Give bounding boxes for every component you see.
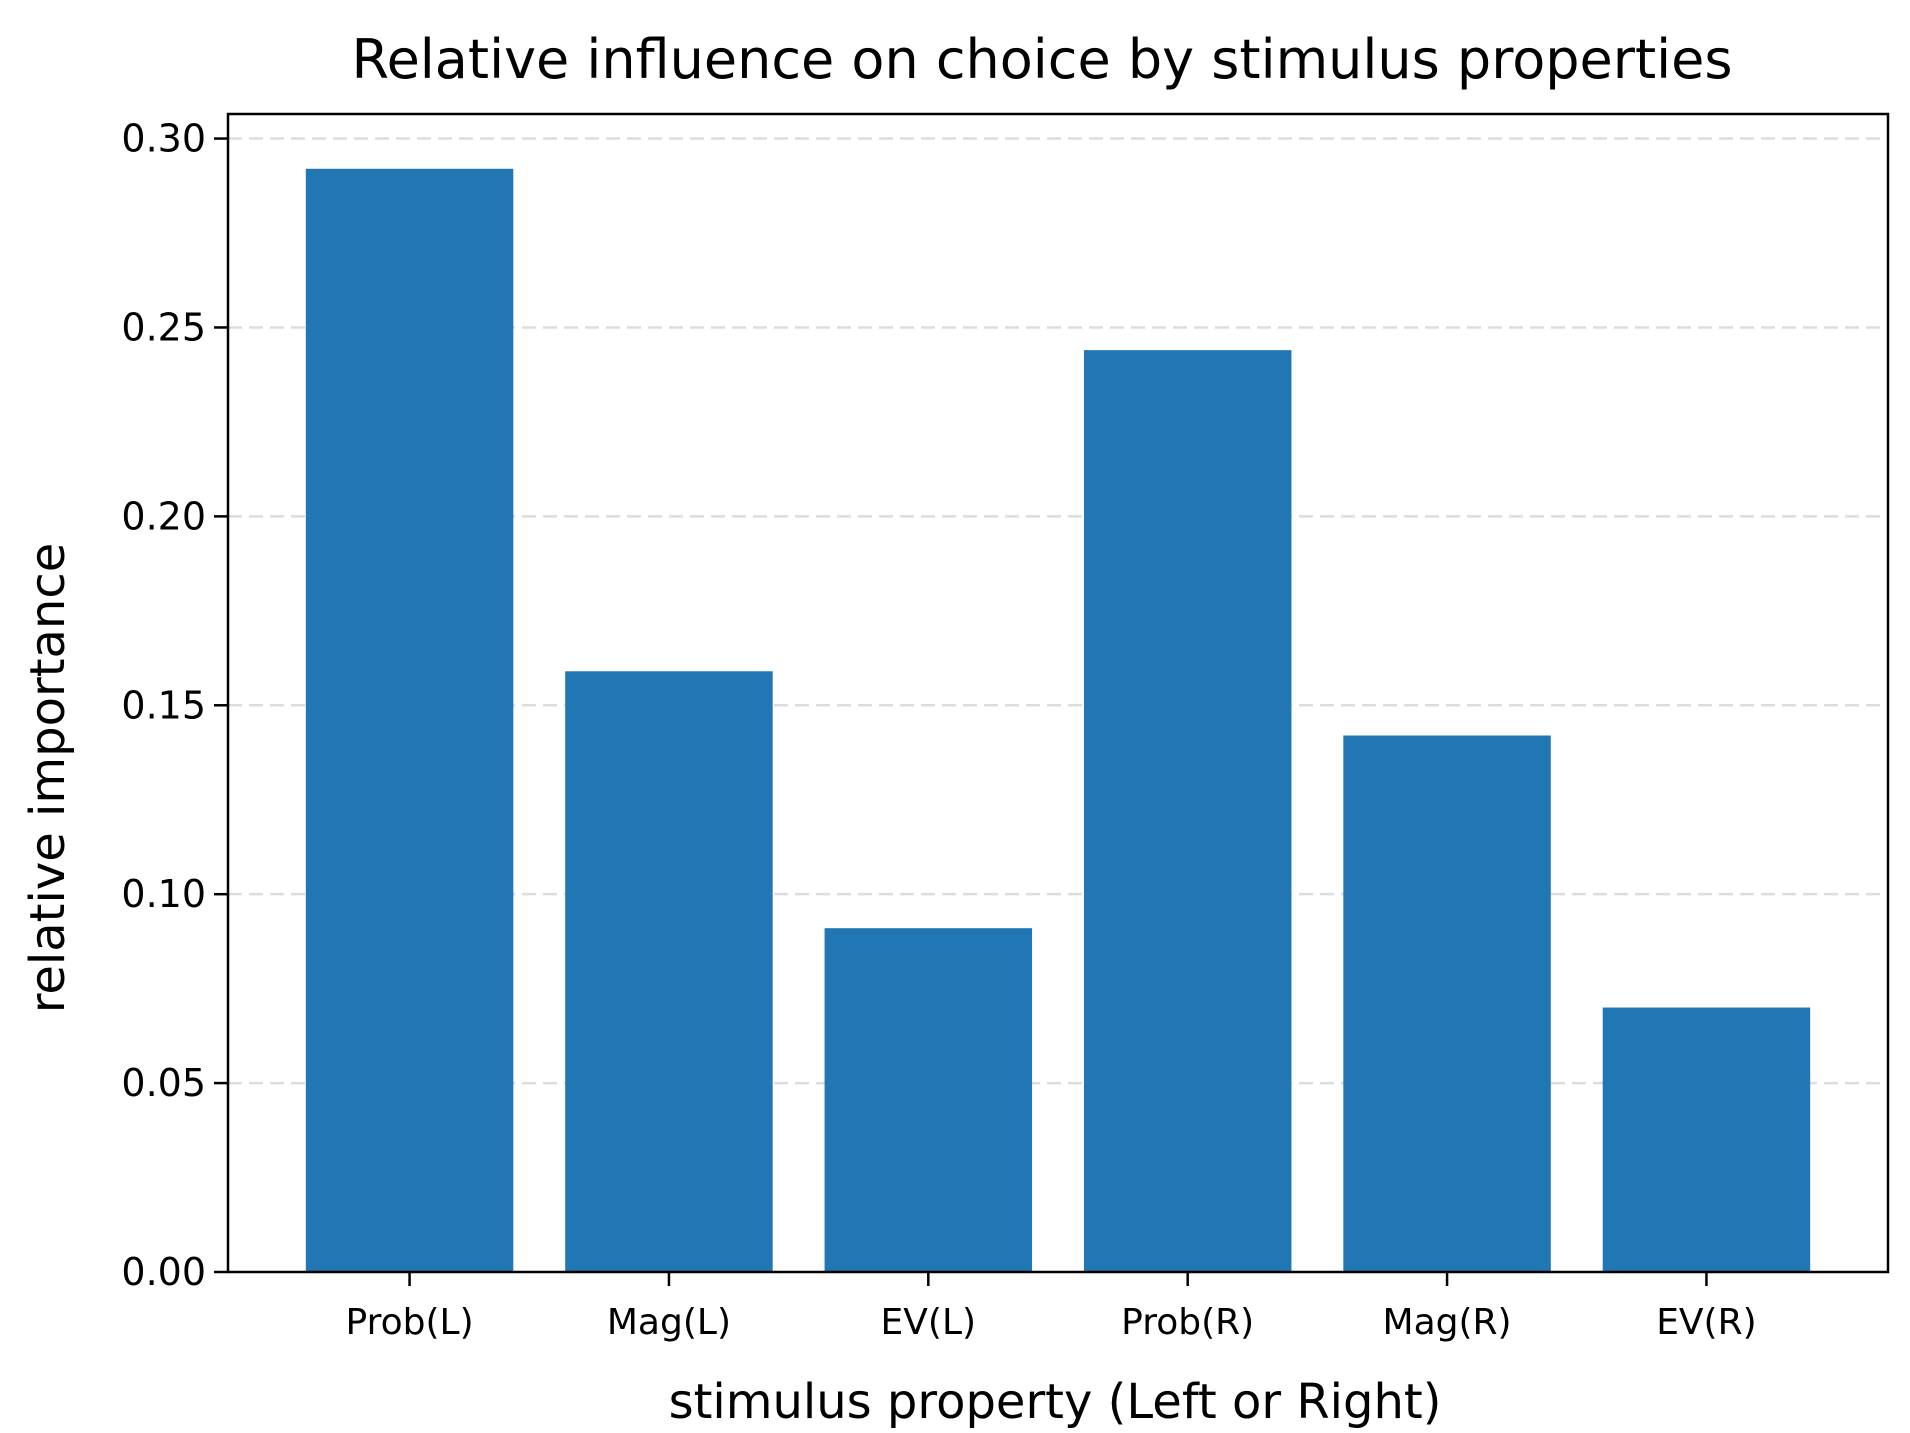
bar-mag-l — [565, 671, 773, 1272]
y-tick-label-2: 0.10 — [121, 872, 206, 916]
y-tick-label-1: 0.05 — [121, 1061, 206, 1105]
x-tick-label-5: EV(R) — [1656, 1302, 1756, 1343]
y-tick-label-5: 0.25 — [121, 305, 206, 349]
bar-ev-l — [824, 928, 1033, 1272]
x-axis-ticks: Prob(L) Mag(L) EV(L) Prob(R) Mag(R) EV(R) — [346, 1272, 1757, 1343]
x-tick-label-4: Mag(R) — [1383, 1302, 1512, 1343]
y-tick-label-6: 0.30 — [121, 117, 206, 161]
y-tick-label-4: 0.20 — [121, 494, 206, 538]
bars — [305, 168, 1811, 1272]
bar-ev-r — [1602, 1007, 1811, 1272]
x-axis-label: stimulus property (Left or Right) — [669, 1374, 1442, 1430]
y-axis-label: relative importance — [20, 543, 76, 1014]
x-tick-label-0: Prob(L) — [346, 1302, 474, 1343]
y-tick-label-3: 0.15 — [121, 683, 206, 727]
x-tick-label-1: Mag(L) — [607, 1302, 731, 1343]
y-axis-ticks: 0.00 0.05 0.10 0.15 0.20 0.25 0.30 — [121, 117, 228, 1294]
x-tick-label-3: Prob(R) — [1121, 1302, 1254, 1343]
plot-frame — [226, 112, 1890, 1274]
x-tick-label-2: EV(L) — [881, 1302, 977, 1343]
bar-mag-r — [1343, 735, 1551, 1272]
bar-prob-l — [305, 168, 514, 1272]
chart-title: Relative influence on choice by stimulus… — [351, 28, 1732, 91]
y-tick-label-0: 0.00 — [121, 1250, 206, 1294]
bar-prob-r — [1083, 350, 1292, 1272]
